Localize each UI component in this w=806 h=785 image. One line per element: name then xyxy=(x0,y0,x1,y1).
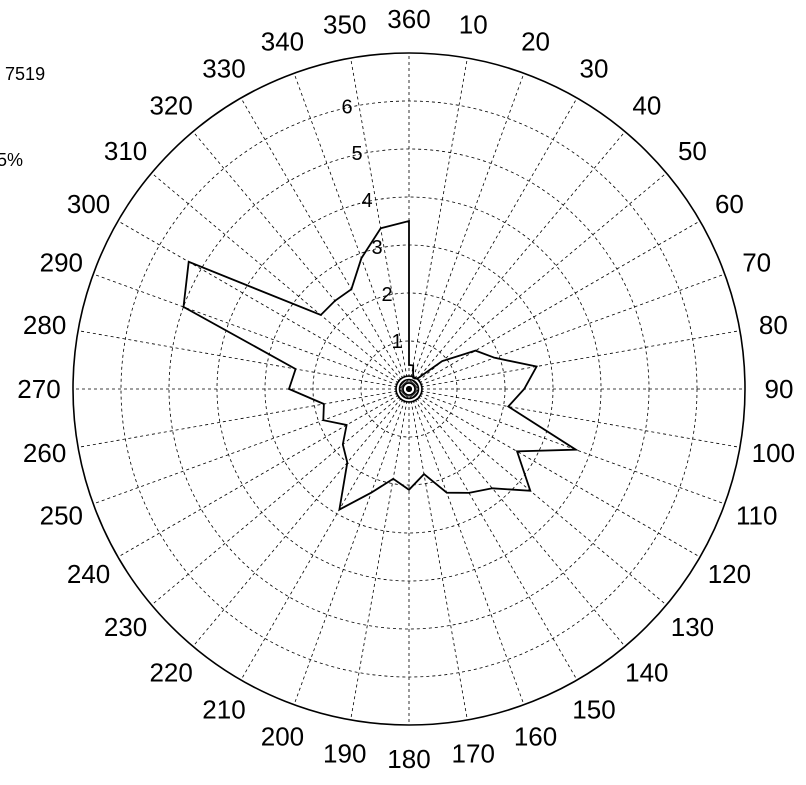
grid-spoke xyxy=(78,388,410,448)
percent-annotation: .5% xyxy=(0,150,23,171)
angle-tick-label: 60 xyxy=(715,189,744,219)
angle-tick-label: 200 xyxy=(261,722,304,752)
grid-spoke xyxy=(93,273,410,390)
center-dot xyxy=(406,386,412,392)
angle-tick-label: 300 xyxy=(67,189,110,219)
angle-tick-label: 210 xyxy=(202,694,245,724)
grid-spoke xyxy=(117,220,410,390)
angle-tick-label: 250 xyxy=(40,501,83,531)
angle-tick-label: 360 xyxy=(387,4,430,34)
grid-spoke xyxy=(240,97,410,390)
angle-tick-label: 240 xyxy=(67,559,110,589)
angle-tick-label: 120 xyxy=(708,559,751,589)
radius-tick-label: 6 xyxy=(342,96,353,118)
angle-tick-label: 20 xyxy=(521,26,550,56)
angle-tick-label: 70 xyxy=(742,247,771,277)
angle-tick-label: 280 xyxy=(23,310,66,340)
angle-tick-label: 310 xyxy=(104,136,147,166)
grid-spoke xyxy=(192,131,410,390)
center-ring xyxy=(402,382,416,396)
grid-spoke xyxy=(151,172,410,390)
angle-tick-label: 320 xyxy=(149,91,192,121)
angle-tick-label: 30 xyxy=(580,54,609,84)
grid-spoke xyxy=(408,388,667,606)
grid-spoke xyxy=(408,73,525,390)
grid-spoke xyxy=(408,330,740,390)
grid-spoke xyxy=(293,388,410,705)
angle-tick-label: 290 xyxy=(40,247,83,277)
center-ring xyxy=(398,378,420,400)
center-marker xyxy=(395,375,423,403)
angle-tick-label: 230 xyxy=(104,612,147,642)
grid-spoke xyxy=(408,58,468,390)
grid-spoke xyxy=(408,388,701,558)
angle-tick-label: 150 xyxy=(572,694,615,724)
angle-tick-label: 130 xyxy=(671,612,714,642)
angle-tick-label: 180 xyxy=(387,744,430,774)
grid-spoke xyxy=(408,388,578,681)
grid-spoke xyxy=(408,131,626,390)
grid-spoke xyxy=(408,97,578,390)
center-ring xyxy=(395,375,423,403)
grid-spoke xyxy=(408,220,701,390)
grid-spoke xyxy=(192,388,410,647)
outer-circle xyxy=(72,52,746,726)
angle-tick-label: 100 xyxy=(752,438,795,468)
percent-label: .5% xyxy=(0,150,24,170)
radius-tick-label: 3 xyxy=(371,237,382,259)
angle-tick-label: 170 xyxy=(452,738,495,768)
angle-tick-label: 10 xyxy=(459,10,488,40)
grid-spoke xyxy=(151,388,410,606)
grid-spoke xyxy=(408,388,725,505)
angle-tick-label: 260 xyxy=(23,438,66,468)
angle-tick-label: 330 xyxy=(202,54,245,84)
radius-tick-label: 5 xyxy=(352,143,363,165)
grid-spoke xyxy=(408,388,740,448)
angle-tick-label: 350 xyxy=(323,10,366,40)
grid-spoke xyxy=(93,388,410,505)
radius-tick-label: 4 xyxy=(362,190,373,212)
angle-tick-label: 160 xyxy=(514,722,557,752)
grid-spoke xyxy=(408,388,525,705)
grid-spoke xyxy=(350,58,410,390)
grid-spoke xyxy=(408,273,725,390)
angle-tick-label: 140 xyxy=(625,657,668,687)
grid-spoke xyxy=(350,388,410,720)
grid-spoke xyxy=(78,330,410,390)
angle-tick-label: 40 xyxy=(632,91,661,121)
angle-tick-label: 50 xyxy=(678,136,707,166)
observations-annotation: s: 7519 xyxy=(0,64,45,85)
grid-spoke xyxy=(293,73,410,390)
grid-spoke xyxy=(408,388,626,647)
angle-tick-label: 220 xyxy=(149,657,192,687)
angle-tick-label: 270 xyxy=(17,374,60,404)
angle-tick-label: 340 xyxy=(261,26,304,56)
angle-tick-label: 110 xyxy=(736,501,777,531)
series-line xyxy=(182,219,579,512)
angle-tick-label: 190 xyxy=(323,738,366,768)
radius-tick-label: 1 xyxy=(391,331,402,353)
grid-spoke xyxy=(240,388,410,681)
radius-tick-label: 2 xyxy=(381,284,392,306)
grid xyxy=(73,53,745,725)
angle-tick-label: 80 xyxy=(759,310,788,340)
angle-tick-label: 90 xyxy=(765,374,794,404)
observations-value: 7519 xyxy=(5,64,46,84)
grid-spoke xyxy=(117,388,410,558)
grid-spoke xyxy=(408,388,468,720)
radius-tick-labels: 1 2 3 4 5 6 xyxy=(342,96,403,353)
grid-spoke xyxy=(408,172,667,390)
